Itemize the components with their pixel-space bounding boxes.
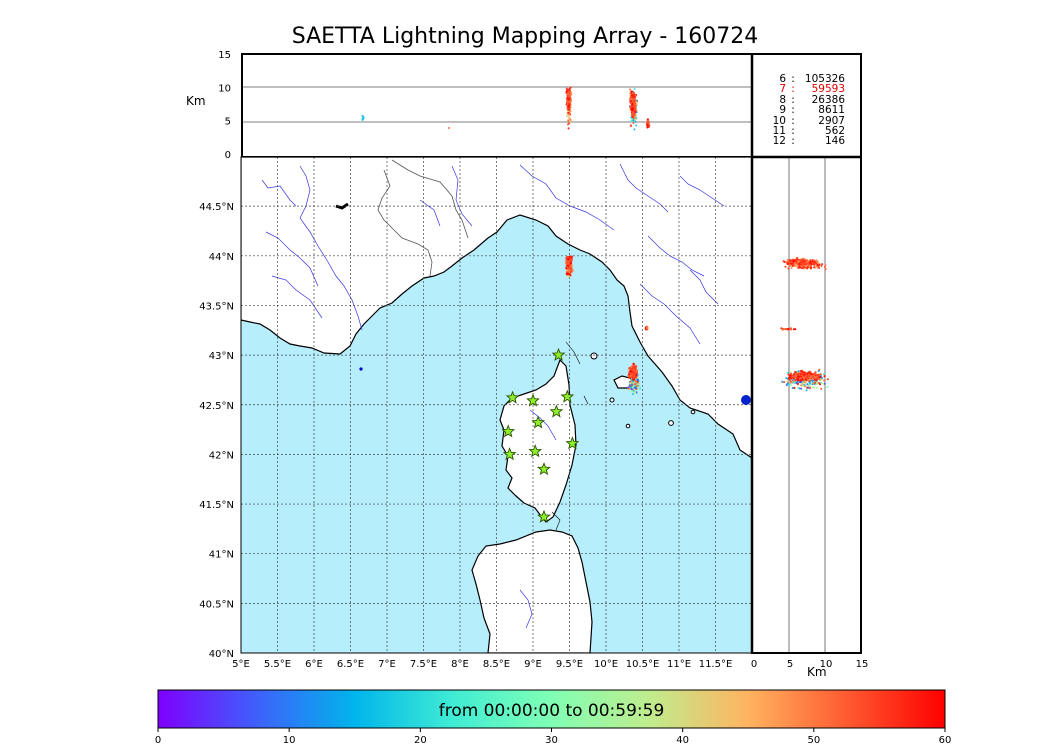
colorbar-tick-label: 60 — [939, 735, 952, 746]
side-xticks: 0 5 10 15 — [751, 659, 869, 670]
latitude-labels: 44.5°N 44°N 43.5°N 43°N 42.5°N 42°N 41.5°N 41°N… — [199, 202, 234, 660]
side-points — [780, 257, 829, 392]
colorbar-tick-label: 20 — [414, 735, 427, 746]
map-lightning-points — [564, 255, 751, 405]
station-count-row: 6:105326 — [758, 73, 858, 85]
station-count-row: 9:8611 — [758, 104, 858, 117]
station-star-icon — [537, 509, 551, 523]
colorbar-ticks: 0 10 20 30 40 50 60 — [155, 728, 952, 746]
station-level: 11 — [772, 125, 786, 138]
station-count: 562 — [824, 125, 845, 138]
rivers — [261, 163, 725, 629]
station-level: 12 — [772, 135, 786, 148]
station-level: 10 — [772, 114, 786, 127]
latitude-label: 41.5°N — [199, 500, 234, 511]
longitude-label: 6°E — [305, 659, 323, 670]
longitude-label: 9.5°E — [556, 659, 583, 670]
station-star-icon — [565, 436, 580, 450]
station-count: 146 — [824, 135, 845, 148]
altitude-ytick-label: 10 — [218, 83, 231, 94]
side-xlabel: Km — [807, 665, 827, 679]
longitude-label: 6.5°E — [337, 659, 364, 670]
latitude-label: 44°N — [209, 252, 234, 263]
sardinia-island — [471, 529, 593, 653]
altitude-ytick-label: 0 — [225, 150, 231, 161]
side-panel — [750, 155, 862, 654]
colorbar-tick-label: 10 — [283, 735, 296, 746]
latitude-label: 42°N — [209, 450, 234, 461]
side-xtick-label: 15 — [856, 659, 869, 670]
side-xtick-label: 10 — [820, 659, 833, 670]
station-level: 6 — [779, 73, 786, 85]
colorbar-tick-label: 40 — [676, 735, 689, 746]
longitude-label: 11°E — [667, 659, 691, 670]
chart-title: SAETTA Lightning Mapping Array - 160724 — [291, 24, 759, 49]
station-star-icon — [551, 347, 566, 362]
station-star-icon — [505, 390, 520, 404]
latitude-label: 43.5°N — [199, 301, 234, 312]
mainland-land — [241, 157, 752, 459]
colorbar-tick-label: 50 — [807, 735, 820, 746]
longitude-label: 11.5°E — [699, 659, 733, 670]
colorbar-tick-label: 30 — [545, 735, 558, 746]
station-level: 8 — [779, 93, 786, 106]
altitude-panel — [241, 53, 862, 158]
station-star-icon — [501, 424, 516, 438]
colorbar-label: from 00:00:00 to 00:59:59 — [438, 701, 665, 721]
longitude-label: 8.5°E — [483, 659, 510, 670]
longitude-label: 10°E — [594, 659, 618, 670]
longitude-labels: 5°E 5.5°E 6°E 6.5°E 7°E 7.5°E 8°E 8.5°E 9°E 9.5°E… — [232, 659, 732, 670]
longitude-label: 5°E — [232, 659, 250, 670]
station-count: 59593 — [811, 83, 845, 96]
side-xtick-label: 5 — [787, 659, 793, 670]
station-star-icon — [537, 462, 551, 476]
station-star-icon — [531, 415, 545, 429]
latitude-label: 40.5°N — [199, 599, 234, 610]
altitude-points — [361, 86, 651, 131]
station-star-icon — [502, 447, 517, 461]
station-count-row: 10:2907 — [758, 114, 858, 127]
side-xtick-label: 0 — [751, 659, 757, 670]
longitude-label: 7.5°E — [410, 659, 437, 670]
latitude-label: 44.5°N — [199, 202, 234, 213]
station-star-icon — [560, 389, 575, 403]
station-markers — [501, 347, 580, 523]
station-level: 7 — [779, 83, 786, 96]
station-level: 9 — [779, 104, 786, 117]
station-count: 8611 — [818, 104, 845, 117]
station-count-row: 12:146 — [758, 135, 858, 148]
colorbar-tick-label: 0 — [155, 735, 161, 746]
longitude-label: 10.5°E — [626, 659, 660, 670]
station-count-table: 6:105326 7:59593 8:26386 9:8611 10:2907 11:56… — [758, 74, 858, 147]
station-count: 26386 — [811, 93, 845, 106]
altitude-ylabel: Km — [186, 94, 206, 108]
station-star-icon — [528, 444, 543, 458]
station-star-icon — [549, 404, 564, 418]
latitude-label: 42.5°N — [199, 401, 234, 412]
latitude-label: 43°N — [209, 351, 234, 362]
longitude-label: 8°E — [451, 659, 469, 670]
latitude-label: 40°N — [209, 649, 234, 660]
altitude-ytick-label: 15 — [218, 50, 231, 61]
longitude-label: 7°E — [378, 659, 396, 670]
station-count-row: 8:26386 — [758, 93, 858, 106]
altitude-yticks: 0 5 10 15 — [218, 50, 231, 161]
longitude-label: 5.5°E — [264, 659, 291, 670]
country-borders — [377, 159, 469, 277]
station-count: 105326 — [804, 73, 845, 85]
station-count-row: 7:59593 — [758, 83, 858, 96]
station-count: 2907 — [818, 114, 845, 127]
altitude-ytick-label: 5 — [225, 117, 231, 128]
latitude-label: 41°N — [209, 550, 234, 561]
station-star-icon — [526, 393, 540, 407]
map-panel — [240, 156, 753, 654]
graticule — [241, 157, 752, 653]
station-count-row: 11:562 — [758, 125, 858, 138]
longitude-label: 9°E — [524, 659, 542, 670]
